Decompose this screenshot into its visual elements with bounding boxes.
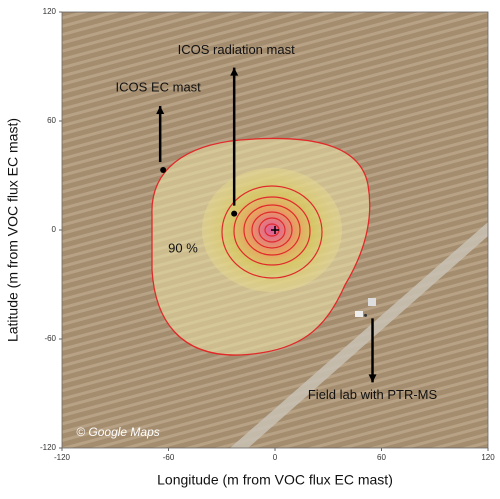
contours [221, 185, 323, 279]
annotation: Field lab with PTR-MS [308, 387, 438, 402]
x-tick-label: -60 [163, 453, 175, 462]
y-tick-label: -60 [44, 334, 56, 343]
annotation: ICOS radiation mast [178, 42, 295, 57]
y-tick-label: -120 [40, 443, 57, 452]
x-tick-label: 0 [273, 453, 278, 462]
y-tick-label: 120 [43, 7, 57, 16]
lab-point [364, 313, 368, 317]
x-tick-label: -120 [54, 453, 71, 462]
arrow-head [156, 106, 165, 115]
x-tick-label: 60 [377, 453, 386, 462]
y-tick-label: 0 [52, 225, 57, 234]
annotation: ICOS EC mast [116, 79, 202, 94]
contour-label: 90 % [168, 240, 198, 255]
map-background [62, 12, 488, 448]
origin-marker [271, 226, 279, 234]
y-axis-label: Latitude (m from VOC flux EC mast) [5, 118, 21, 342]
credit: © Google Maps [76, 425, 160, 439]
x-tick-label: 120 [481, 453, 495, 462]
y-tick-label: 60 [47, 116, 56, 125]
mast-point [231, 210, 238, 217]
x-axis-label: Longitude (m from VOC flux EC mast) [157, 472, 393, 488]
arrow-head [368, 374, 377, 383]
mast-point [160, 167, 167, 174]
arrow-head [230, 67, 239, 76]
